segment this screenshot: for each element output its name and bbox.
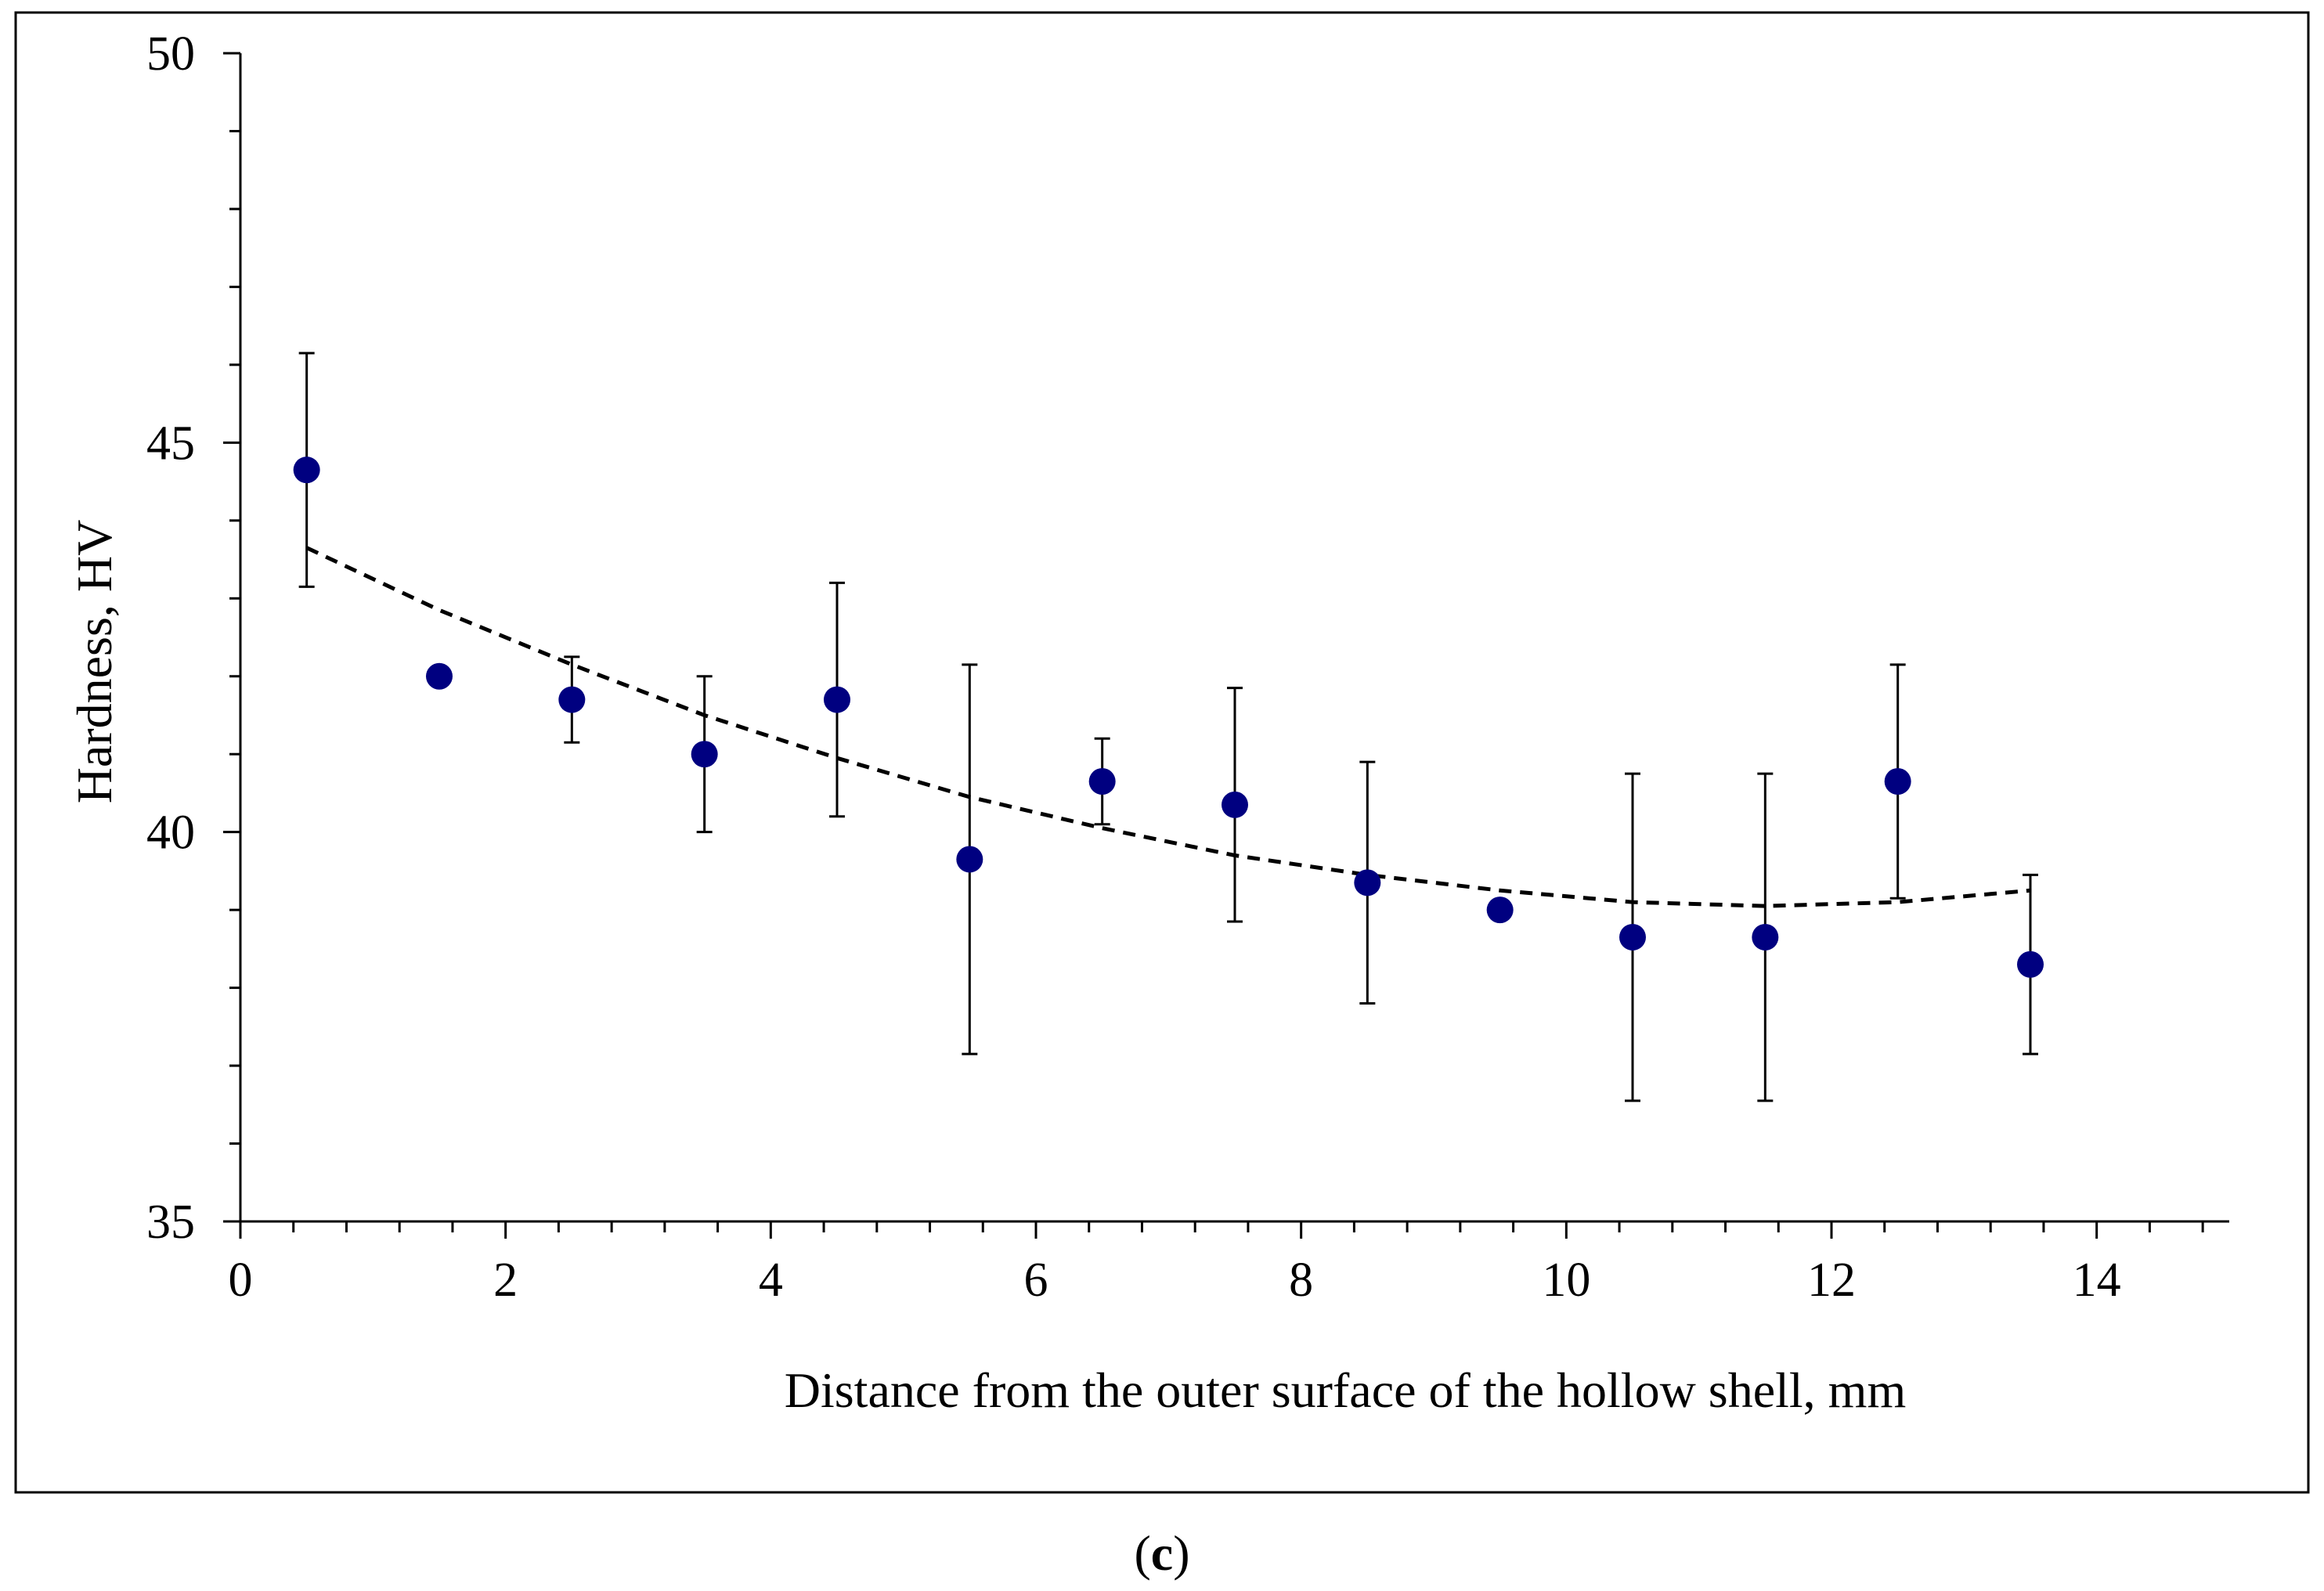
caption-letter: c xyxy=(1151,1525,1173,1581)
data-point xyxy=(1486,897,1514,924)
data-point xyxy=(2017,951,2044,978)
x-tick-label: 2 xyxy=(493,1254,518,1307)
data-point xyxy=(558,686,586,713)
data-point xyxy=(1884,768,1911,796)
x-tick-label: 10 xyxy=(1542,1254,1590,1307)
x-tick-label: 4 xyxy=(759,1254,783,1307)
x-tick-label: 0 xyxy=(229,1254,253,1307)
y-tick-label: 35 xyxy=(146,1196,195,1249)
trendline xyxy=(305,546,2031,908)
x-axis-title: Distance from the outer surface of the h… xyxy=(785,1362,1906,1418)
x-tick-label: 12 xyxy=(1807,1254,1856,1307)
data-point xyxy=(824,686,850,713)
data-point xyxy=(1222,791,1248,818)
data-points xyxy=(293,456,2044,978)
data-point xyxy=(293,456,320,484)
y-axis-title: Hardness, HV xyxy=(67,520,122,804)
figure-caption: (c) xyxy=(1134,1525,1189,1581)
x-tick-label: 6 xyxy=(1024,1254,1048,1307)
axis-ticks xyxy=(223,52,2204,1239)
data-point xyxy=(1354,869,1381,897)
caption-close-paren: ) xyxy=(1173,1525,1189,1581)
axes xyxy=(239,53,2229,1223)
data-point xyxy=(1088,768,1116,796)
caption-open-paren: ( xyxy=(1134,1525,1150,1581)
x-tick-label: 14 xyxy=(2073,1254,2121,1307)
y-tick-label: 50 xyxy=(146,27,195,81)
data-point xyxy=(1619,923,1646,951)
axis-tick-labels: 0 2 4 6 8 10 12 14 35 40 45 50 xyxy=(146,27,2121,1307)
data-point xyxy=(691,741,718,768)
data-point xyxy=(426,662,453,690)
data-point xyxy=(956,846,983,873)
figure-border xyxy=(14,11,2310,1494)
x-tick-label: 8 xyxy=(1289,1254,1313,1307)
y-tick-label: 45 xyxy=(146,417,195,470)
y-tick-label: 40 xyxy=(146,806,195,860)
data-point xyxy=(1752,923,1779,951)
trendline-group xyxy=(305,546,2031,908)
